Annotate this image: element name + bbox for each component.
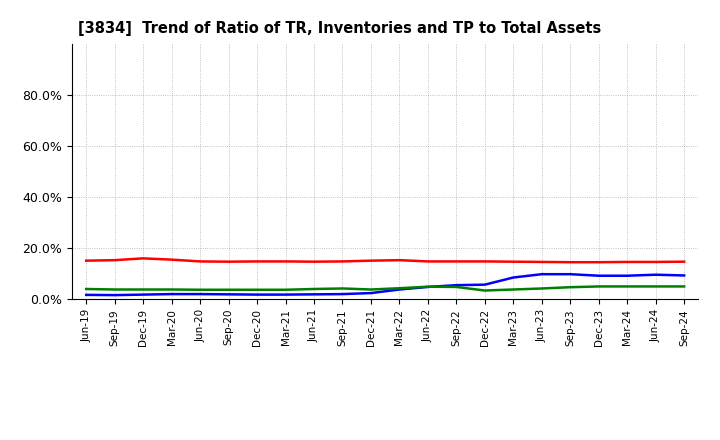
Inventories (253, 292, 261, 297)
Trade Receivables (366, 258, 375, 263)
Trade Payables (366, 287, 375, 292)
Trade Receivables (310, 259, 318, 264)
Inventories (680, 273, 688, 278)
Inventories (509, 275, 518, 280)
Trade Receivables (196, 259, 204, 264)
Inventories (423, 284, 432, 290)
Trade Payables (395, 286, 404, 291)
Trade Payables (82, 286, 91, 292)
Trade Receivables (537, 259, 546, 264)
Line: Trade Receivables: Trade Receivables (86, 258, 684, 262)
Text: [3834]  Trend of Ratio of TR, Inventories and TP to Total Assets: [3834] Trend of Ratio of TR, Inventories… (78, 21, 601, 36)
Trade Receivables (452, 259, 461, 264)
Inventories (395, 287, 404, 292)
Trade Receivables (82, 258, 91, 263)
Trade Receivables (680, 259, 688, 264)
Trade Payables (566, 285, 575, 290)
Inventories (623, 273, 631, 279)
Inventories (480, 282, 489, 287)
Trade Receivables (423, 259, 432, 264)
Inventories (566, 271, 575, 277)
Trade Payables (652, 284, 660, 289)
Trade Payables (423, 284, 432, 290)
Inventories (595, 273, 603, 279)
Trade Payables (167, 287, 176, 292)
Trade Receivables (652, 259, 660, 264)
Trade Payables (623, 284, 631, 289)
Trade Payables (139, 287, 148, 292)
Trade Payables (338, 286, 347, 291)
Inventories (310, 292, 318, 297)
Trade Payables (509, 287, 518, 292)
Inventories (110, 293, 119, 298)
Trade Payables (680, 284, 688, 289)
Trade Payables (310, 286, 318, 292)
Line: Trade Payables: Trade Payables (86, 286, 684, 290)
Trade Receivables (480, 259, 489, 264)
Trade Receivables (225, 259, 233, 264)
Trade Receivables (623, 259, 631, 264)
Trade Payables (110, 287, 119, 292)
Inventories (82, 292, 91, 297)
Trade Receivables (139, 256, 148, 261)
Trade Receivables (167, 257, 176, 262)
Inventories (139, 292, 148, 297)
Trade Receivables (566, 260, 575, 265)
Trade Receivables (595, 260, 603, 265)
Inventories (652, 272, 660, 277)
Trade Payables (452, 284, 461, 290)
Legend: Trade Receivables, Inventories, Trade Payables: Trade Receivables, Inventories, Trade Pa… (155, 438, 616, 440)
Trade Receivables (110, 257, 119, 263)
Inventories (225, 292, 233, 297)
Inventories (282, 292, 290, 297)
Inventories (452, 282, 461, 288)
Inventories (338, 291, 347, 297)
Inventories (196, 291, 204, 297)
Trade Payables (480, 288, 489, 293)
Trade Payables (225, 287, 233, 293)
Trade Payables (196, 287, 204, 293)
Trade Receivables (509, 259, 518, 264)
Trade Payables (595, 284, 603, 289)
Trade Payables (537, 286, 546, 291)
Trade Payables (253, 287, 261, 293)
Inventories (366, 290, 375, 296)
Trade Receivables (282, 259, 290, 264)
Inventories (537, 271, 546, 277)
Trade Payables (282, 287, 290, 293)
Inventories (167, 291, 176, 297)
Line: Inventories: Inventories (86, 274, 684, 295)
Trade Receivables (253, 259, 261, 264)
Trade Receivables (395, 257, 404, 263)
Trade Receivables (338, 259, 347, 264)
